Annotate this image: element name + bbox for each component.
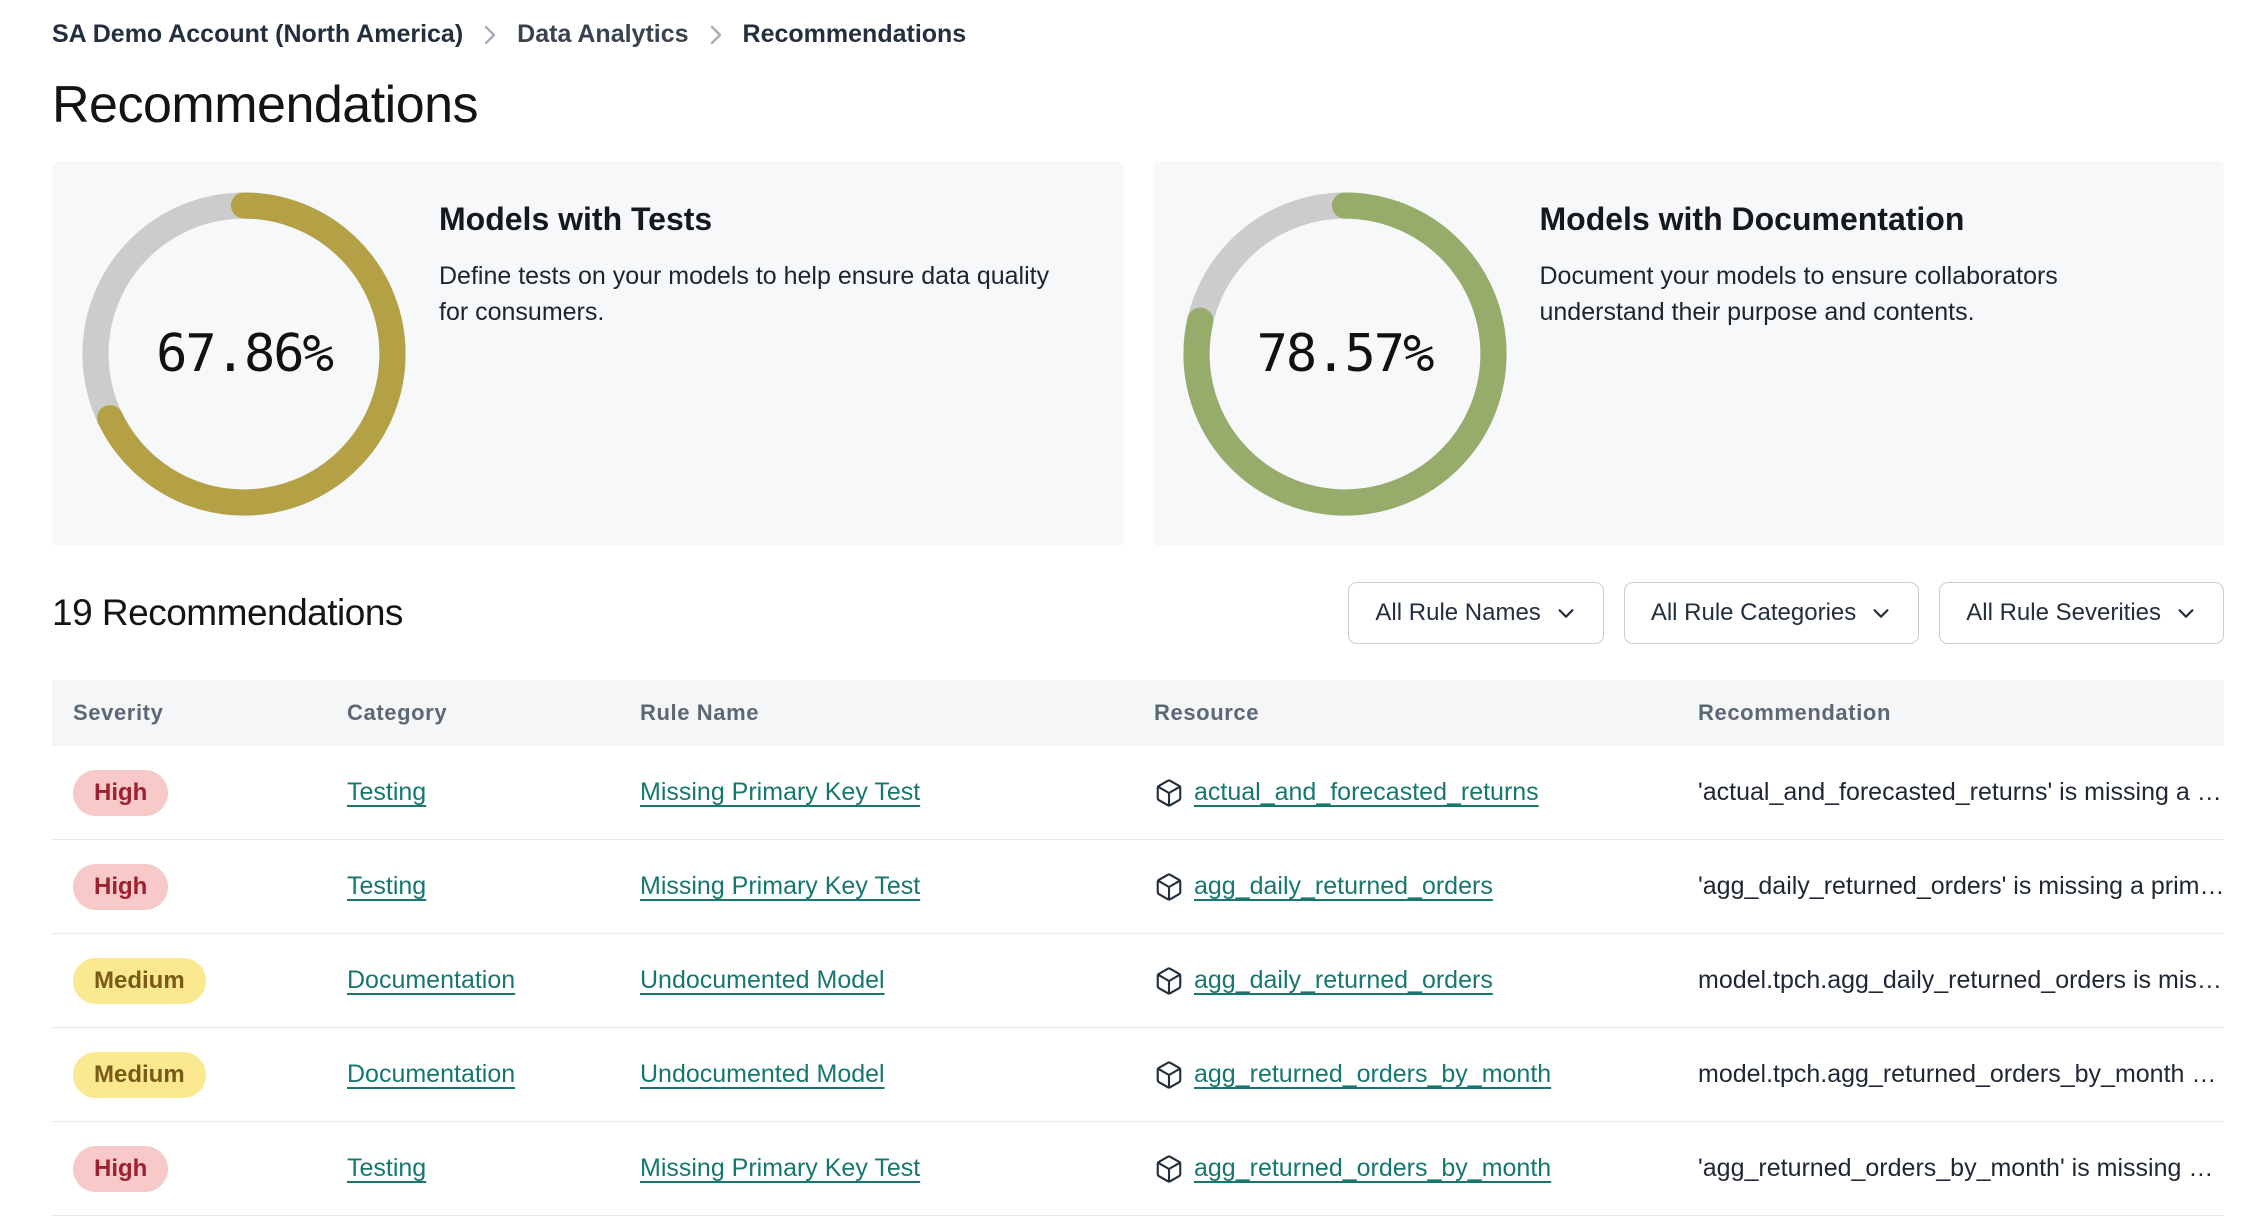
chevron-down-icon xyxy=(1870,602,1892,624)
resource-link[interactable]: agg_daily_returned_orders xyxy=(1194,966,1493,994)
list-toolbar: 19 Recommendations All Rule Names All Ru… xyxy=(52,582,2224,644)
card-title: Models with Tests xyxy=(439,201,713,237)
resource-link[interactable]: actual_and_forecasted_returns xyxy=(1194,778,1539,806)
rule-categories-filter-dropdown[interactable]: All Rule Categories xyxy=(1623,582,1920,644)
column-header-severity: Severity xyxy=(73,700,164,725)
chevron-down-icon xyxy=(1555,602,1577,624)
category-link[interactable]: Testing xyxy=(347,1154,427,1182)
severity-badge: Medium xyxy=(73,1051,206,1098)
column-header-category: Category xyxy=(347,700,448,725)
breadcrumb: SA Demo Account (North America) Data Ana… xyxy=(52,20,2224,49)
recommendation-text: model.tpch.agg_returned_orders_by_month … xyxy=(1698,1060,2217,1088)
breadcrumb-project-link[interactable]: Data Analytics xyxy=(517,20,689,48)
resource-link[interactable]: agg_returned_orders_by_month xyxy=(1194,1154,1552,1182)
card-description: Document your models to ensure collabora… xyxy=(1539,262,2058,327)
resource-link[interactable]: agg_daily_returned_orders xyxy=(1194,872,1493,900)
recommendation-text: 'agg_daily_returned_orders' is missing a… xyxy=(1698,872,2224,900)
documentation-percentage: 78.57% xyxy=(1256,324,1435,384)
rule-name-link[interactable]: Undocumented Model xyxy=(640,966,885,994)
model-cube-icon xyxy=(1154,1060,1184,1090)
model-cube-icon xyxy=(1154,872,1184,902)
column-header-rule-name: Rule Name xyxy=(640,700,760,725)
recommendations-count-heading: 19 Recommendations xyxy=(52,592,403,633)
severity-badge: High xyxy=(73,769,169,816)
category-link[interactable]: Testing xyxy=(347,872,427,900)
column-header-resource: Resource xyxy=(1154,700,1260,725)
rule-name-link[interactable]: Undocumented Model xyxy=(640,1060,885,1088)
severity-badge: High xyxy=(73,1145,169,1192)
breadcrumb-current: Recommendations xyxy=(742,20,967,48)
recommendations-table: Severity Category Rule Name Resource Rec… xyxy=(52,680,2224,1216)
chevron-right-icon xyxy=(481,23,499,47)
page-title: Recommendations xyxy=(52,76,479,134)
filter-group: All Rule Names All Rule Categories All R… xyxy=(1348,582,2224,644)
rule-name-link[interactable]: Missing Primary Key Test xyxy=(640,1154,921,1182)
recommendation-text: 'actual_and_forecasted_returns' is missi… xyxy=(1698,778,2222,806)
rule-names-filter-dropdown[interactable]: All Rule Names xyxy=(1348,582,1604,644)
tests-percentage: 67.86% xyxy=(156,324,334,384)
recommendation-text: 'agg_returned_orders_by_month' is missin… xyxy=(1698,1154,2214,1182)
model-cube-icon xyxy=(1154,778,1184,808)
severity-badge: Medium xyxy=(73,957,206,1004)
category-link[interactable]: Testing xyxy=(347,778,427,806)
models-with-tests-card: 67.86% Models with Tests Define tests on… xyxy=(52,161,1124,546)
card-title: Models with Documentation xyxy=(1539,201,1965,237)
metric-cards: 67.86% Models with Tests Define tests on… xyxy=(52,161,2224,546)
rule-name-link[interactable]: Missing Primary Key Test xyxy=(640,872,921,900)
models-with-documentation-card: 78.57% Models with Documentation Documen… xyxy=(1152,161,2224,546)
table-header-row: Severity Category Rule Name Resource Rec… xyxy=(52,680,2224,746)
table-row: Medium Documentation Undocumented Model … xyxy=(52,934,2224,1028)
chevron-right-icon xyxy=(707,23,725,47)
table-row: High Testing Missing Primary Key Test ag… xyxy=(52,840,2224,934)
column-header-recommendation: Recommendation xyxy=(1698,700,1891,725)
card-description: Define tests on your models to help ensu… xyxy=(439,262,1050,327)
table-row: High Testing Missing Primary Key Test ac… xyxy=(52,746,2224,840)
recommendation-text: model.tpch.agg_daily_returned_orders is … xyxy=(1698,966,2222,994)
model-cube-icon xyxy=(1154,1154,1184,1184)
category-link[interactable]: Documentation xyxy=(347,966,516,994)
rule-severities-filter-dropdown[interactable]: All Rule Severities xyxy=(1939,582,2224,644)
resource-link[interactable]: agg_returned_orders_by_month xyxy=(1194,1060,1552,1088)
severity-badge: High xyxy=(73,863,169,910)
model-cube-icon xyxy=(1154,966,1184,996)
documentation-donut-chart: 78.57% xyxy=(1180,189,1510,519)
table-row: Medium Documentation Undocumented Model … xyxy=(52,1028,2224,1122)
rule-name-link[interactable]: Missing Primary Key Test xyxy=(640,778,921,806)
table-row: High Testing Missing Primary Key Test ag… xyxy=(52,1122,2224,1216)
category-link[interactable]: Documentation xyxy=(347,1060,516,1088)
tests-donut-chart: 67.86% xyxy=(79,189,409,519)
chevron-down-icon xyxy=(2175,602,2197,624)
breadcrumb-account-link[interactable]: SA Demo Account (North America) xyxy=(52,20,464,48)
